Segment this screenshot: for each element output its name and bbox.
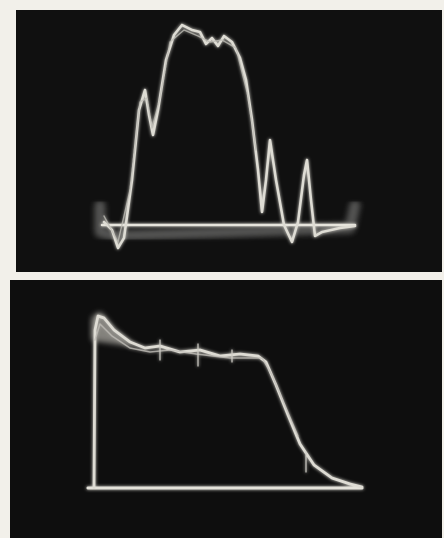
scope-screen-bottom (10, 280, 442, 538)
waveform-top (95, 23, 360, 250)
waveform-bottom (86, 312, 364, 490)
